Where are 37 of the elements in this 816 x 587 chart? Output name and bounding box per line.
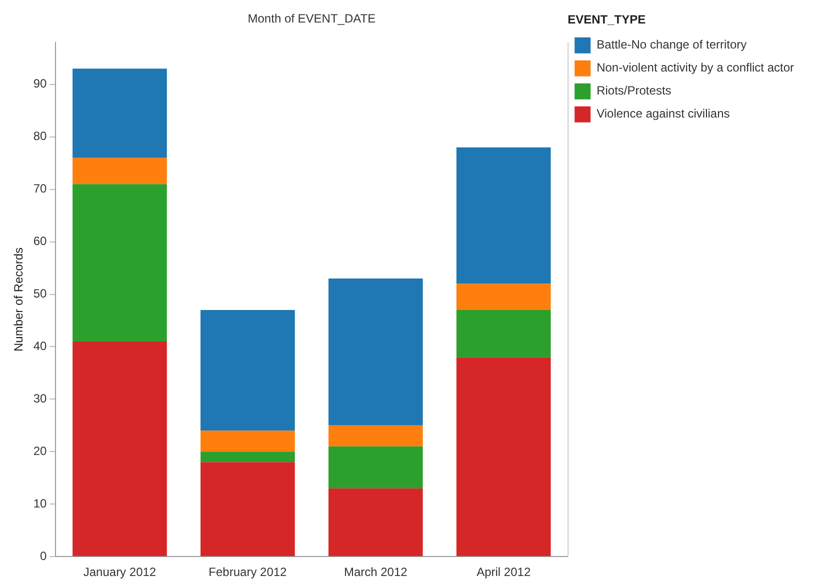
y-tick-label: 20 (33, 444, 48, 458)
y-tick-label: 10 (33, 496, 48, 510)
legend-title: EVENT_TYPE (568, 12, 646, 26)
bar (328, 488, 423, 556)
legend-label: Violence against civilians (596, 106, 730, 121)
bar (72, 158, 167, 184)
bar (456, 357, 551, 556)
bar (200, 310, 295, 431)
y-tick-label: 60 (33, 234, 48, 248)
bar (200, 462, 295, 556)
x-tick-label: April 2012 (476, 565, 531, 580)
legend-label: Non-violent activity by a conflict actor (596, 60, 794, 75)
legend-label: Riots/Protests (596, 84, 672, 98)
y-tick-label: 40 (33, 339, 48, 354)
bar (328, 446, 423, 488)
bar (456, 284, 551, 310)
bar (456, 310, 551, 358)
bar (72, 68, 167, 158)
y-tick-label: 50 (33, 286, 48, 301)
x-tick-label: March 2012 (344, 565, 408, 580)
chart-title: Month of EVENT_DATE (248, 12, 376, 26)
legend-label: Battle-No change of territory (596, 38, 747, 52)
x-tick-label: January 2012 (83, 565, 156, 580)
y-tick-label: 70 (33, 182, 48, 196)
bar (200, 452, 295, 462)
y-tick-label: 30 (33, 392, 48, 406)
bar (328, 425, 423, 446)
bar (72, 184, 167, 342)
bar (200, 430, 295, 452)
y-axis-title: Number of Records (12, 247, 26, 352)
bar (72, 341, 167, 556)
x-tick-label: February 2012 (208, 565, 288, 580)
bar (328, 278, 423, 426)
y-tick-label: 80 (33, 129, 48, 144)
y-tick-label: 0 (40, 548, 48, 563)
y-tick-label: 90 (33, 76, 48, 91)
bar (456, 147, 551, 284)
